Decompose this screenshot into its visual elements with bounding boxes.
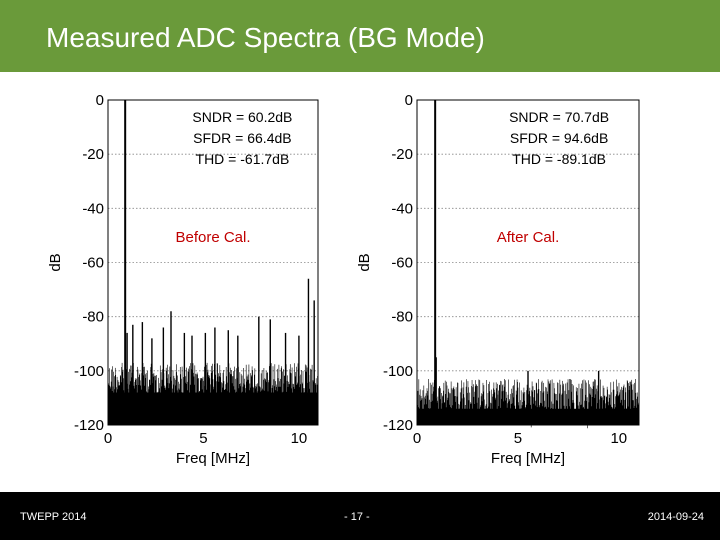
metric-label: SFDR = 66.4dB: [193, 130, 291, 146]
y-axis-label: dB: [47, 253, 64, 271]
y-tick-label: -100: [383, 363, 413, 380]
y-tick-label: 0: [405, 92, 413, 109]
slide-footer: TWEPP 2014 - 17 - 2014-09-24: [0, 492, 720, 540]
y-tick-label: -80: [391, 309, 413, 326]
y-tick-label: -100: [74, 363, 104, 380]
y-tick-label: -40: [82, 200, 104, 217]
x-tick-label: 10: [610, 430, 627, 447]
slide-title: Measured ADC Spectra (BG Mode): [46, 22, 485, 53]
footer-conference: TWEPP 2014: [20, 511, 87, 523]
x-tick-label: 0: [413, 430, 421, 447]
slide-header: Measured ADC Spectra (BG Mode): [0, 0, 720, 72]
y-tick-label: -60: [391, 255, 413, 272]
y-tick-label: -120: [383, 417, 413, 434]
spectra-plots: 0 -20 -40 -60 -80 -100 -120 0 5 10 Freq [MHz] dB SND…: [0, 72, 720, 492]
x-tick-label: 0: [104, 430, 112, 447]
x-tick-label: 10: [291, 430, 308, 447]
condition-label: Before Cal.: [175, 229, 250, 246]
metric-label: THD = -61.7dB: [196, 151, 290, 167]
footer-date: 2014-09-24: [647, 511, 704, 523]
metric-label: SNDR = 70.7dB: [509, 109, 609, 125]
metric-label: SNDR = 60.2dB: [192, 109, 292, 125]
y-axis-label: dB: [356, 253, 373, 271]
x-axis-label: Freq [MHz]: [176, 450, 250, 467]
metric-label: THD = -89.1dB: [512, 151, 606, 167]
spectrum-trace-2: [416, 100, 639, 429]
footer-page-number: - 17 -: [344, 511, 370, 523]
y-tick-label: -80: [82, 309, 104, 326]
metric-label: SFDR = 94.6dB: [510, 130, 608, 146]
noise-floor-band: [108, 392, 318, 425]
y-tick-label: -60: [82, 255, 104, 272]
y-tick-label: -20: [391, 146, 413, 163]
y-tick-label: -20: [82, 146, 104, 163]
x-tick-label: 5: [514, 430, 522, 447]
plot-frame: [107, 99, 319, 426]
plot-frame: [416, 99, 640, 426]
spectrum-trace-1: [107, 100, 318, 425]
x-tick-label: 5: [199, 430, 207, 447]
condition-label: After Cal.: [497, 229, 560, 246]
y-tick-label: 0: [96, 92, 104, 109]
x-axis-label: Freq [MHz]: [491, 450, 565, 467]
y-tick-label: -40: [391, 200, 413, 217]
y-tick-label: -120: [74, 417, 104, 434]
